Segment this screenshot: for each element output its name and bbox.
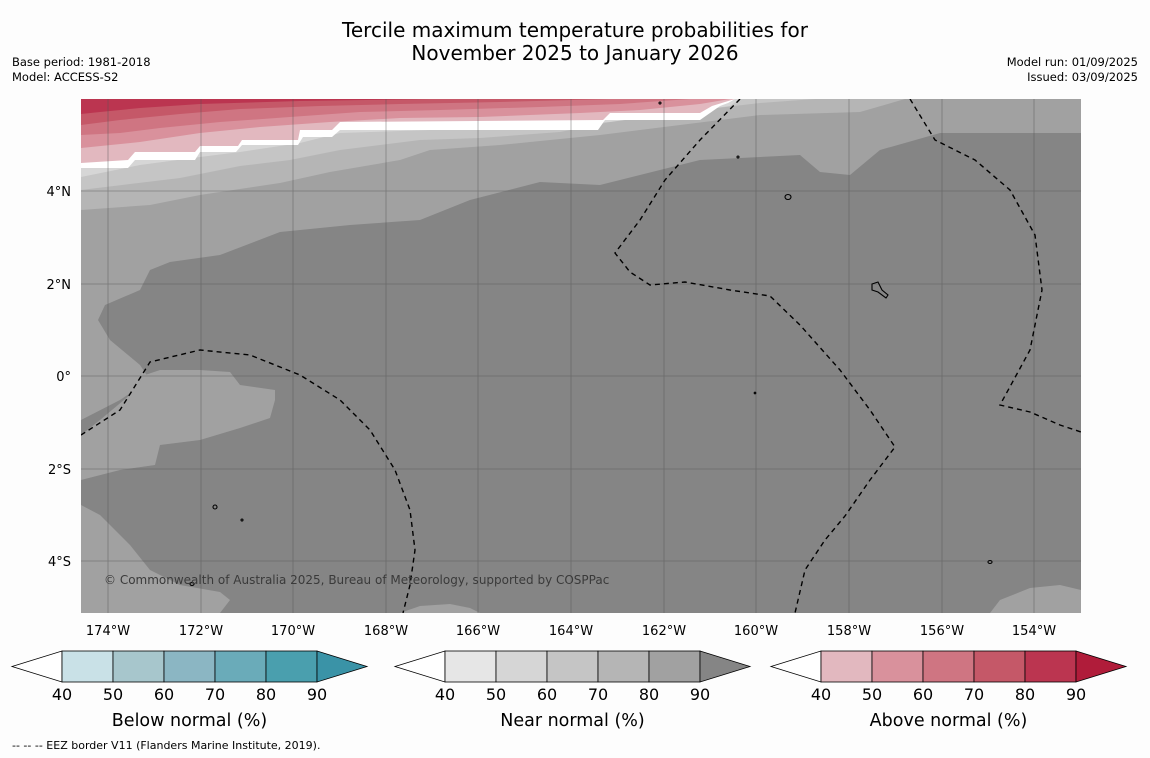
eez-borders: [81, 99, 1081, 613]
island-h: [240, 518, 244, 522]
near-normal-colorbar-tick: 40: [435, 685, 455, 704]
near-normal-colorbar-max-extend: [699, 650, 752, 683]
below-normal-colorbar-segment: [214, 650, 267, 683]
meta-left: Base period: 1981-2018 Model: ACCESS-S2: [12, 55, 151, 85]
near-normal-70-patch-southwest: [81, 505, 230, 613]
below-normal-colorbar-segment: [163, 650, 216, 683]
map-title: Tercile maximum temperature probabilitie…: [0, 19, 1150, 65]
above-normal-colorbar-tick: 90: [1066, 685, 1086, 704]
below-normal-colorbar-segment: [265, 650, 318, 683]
lat-label-2s: 2°S: [48, 463, 71, 478]
near-normal-colorbar: 40 50 60 70 80 90 Near normal (%): [393, 650, 752, 731]
lon-label-162w: 162°W: [642, 624, 686, 639]
above-normal-colorbar-segment: [922, 650, 975, 683]
above-normal-colorbar-tick: 80: [1015, 685, 1035, 704]
lon-label-168w: 168°W: [364, 624, 408, 639]
above-normal-colorbar-tick: 40: [811, 685, 831, 704]
below-normal-colorbar-tick: 60: [154, 685, 174, 704]
eez-footnote: -- -- -- EEZ border V11 (Flanders Marine…: [12, 739, 321, 752]
issued-date: Issued: 03/09/2025: [1027, 70, 1138, 84]
above-normal-colorbar-segment: [973, 650, 1026, 683]
near-normal-colorbar-title: Near normal (%): [500, 711, 645, 731]
title-line-2: November 2025 to January 2026: [411, 41, 739, 65]
below-normal-colorbar-tick: 90: [307, 685, 327, 704]
below-normal-colorbar-segment: [61, 650, 114, 683]
longitude-labels: 174°W 172°W 170°W 168°W 166°W 164°W 162°…: [86, 624, 1056, 639]
near-normal-colorbar-segment: [648, 650, 701, 683]
below-normal-colorbar-tick: 70: [205, 685, 225, 704]
lon-label-154w: 154°W: [1012, 624, 1056, 639]
near-normal-colorbar-min-extend: [393, 650, 446, 683]
lon-label-156w: 156°W: [920, 624, 964, 639]
probability-map: © Commonwealth of Australia 2025, Bureau…: [81, 99, 1081, 613]
above-normal-colorbar-tick: 70: [964, 685, 984, 704]
below-normal-colorbar-tick: 80: [256, 685, 276, 704]
near-normal-70-band-north: [81, 99, 1081, 420]
lon-label-158w: 158°W: [827, 624, 871, 639]
near-normal-70-patch-west: [81, 370, 275, 480]
near-normal-colorbar-tick: 60: [537, 685, 557, 704]
below-normal-colorbar-segment: [112, 650, 165, 683]
above-normal-colorbar-segment: [871, 650, 924, 683]
above-normal-colorbar-segment: [820, 650, 873, 683]
above-normal-colorbar-segment: [1024, 650, 1077, 683]
above-normal-colorbar-tick: 60: [913, 685, 933, 704]
near-normal-colorbar-tick: 80: [639, 685, 659, 704]
below-normal-colorbar-title: Below normal (%): [112, 711, 267, 731]
near-normal-colorbar-segment: [444, 650, 497, 683]
below-normal-colorbar-min-extend: [10, 650, 63, 683]
lon-label-170w: 170°W: [271, 624, 315, 639]
lon-label-174w: 174°W: [86, 624, 130, 639]
eez-border-kiribati-north: [614, 99, 896, 613]
near-normal-colorbar-segment: [597, 650, 650, 683]
model-run: Model run: 01/09/2025: [1006, 55, 1138, 69]
above-normal-colorbar-tick: 50: [862, 685, 882, 704]
above-normal-colorbar: 40 50 60 70 80 90 Above normal (%): [769, 650, 1128, 731]
below-normal-colorbar: 40 50 60 70 80 90 Below normal (%): [10, 650, 369, 731]
title-line-1: Tercile maximum temperature probabilitie…: [342, 18, 808, 42]
below-normal-colorbar-max-extend: [316, 650, 369, 683]
near-normal-70-patch-south: [400, 604, 480, 613]
base-period: Base period: 1981-2018: [12, 55, 151, 69]
lon-label-166w: 166°W: [456, 624, 500, 639]
lon-label-164w: 164°W: [549, 624, 593, 639]
islands: [189, 101, 993, 587]
lon-label-172w: 172°W: [179, 624, 223, 639]
above-normal-colorbar-min-extend: [769, 650, 822, 683]
near-normal-colorbar-segment: [495, 650, 548, 683]
eez-border-east: [909, 99, 1081, 433]
copyright-notice: © Commonwealth of Australia 2025, Bureau…: [104, 573, 609, 587]
colorbar-legends: 40 50 60 70 80 90 Below normal (%) 40 50 60 70 80 90…: [10, 650, 1128, 731]
near-normal-colorbar-segment: [546, 650, 599, 683]
lon-label-160w: 160°W: [734, 624, 778, 639]
island-d: [987, 559, 993, 565]
meta-right: Model run: 01/09/2025 Issued: 03/09/2025: [1007, 55, 1138, 85]
above-normal-70-band: [81, 99, 610, 125]
lat-label-2n: 2°N: [47, 278, 72, 293]
near-normal-colorbar-tick: 50: [486, 685, 506, 704]
lat-label-0: 0°: [56, 370, 71, 385]
model-name: Model: ACCESS-S2: [12, 70, 119, 84]
near-normal-70-patch-southeast: [990, 585, 1081, 613]
above-normal-colorbar-title: Above normal (%): [870, 711, 1028, 731]
lat-label-4n: 4°N: [47, 185, 72, 200]
latitude-labels: 4°N 2°N 0° 2°S 4°S: [47, 185, 72, 570]
below-normal-colorbar-tick: 40: [52, 685, 72, 704]
near-normal-colorbar-tick: 70: [588, 685, 608, 704]
below-normal-colorbar-tick: 50: [103, 685, 123, 704]
eez-border-west: [81, 349, 416, 613]
island-b: [871, 281, 889, 299]
island-e: [189, 581, 195, 587]
above-normal-colorbar-max-extend: [1075, 650, 1128, 683]
lat-label-4s: 4°S: [48, 555, 71, 570]
island-i: [753, 391, 757, 395]
island-g: [658, 101, 662, 105]
island-c: [212, 504, 218, 510]
near-normal-colorbar-tick: 90: [690, 685, 710, 704]
above-normal-80-band: [81, 99, 430, 114]
island-f: [736, 155, 740, 159]
graticule: [81, 99, 1081, 613]
island-a: [784, 193, 792, 201]
